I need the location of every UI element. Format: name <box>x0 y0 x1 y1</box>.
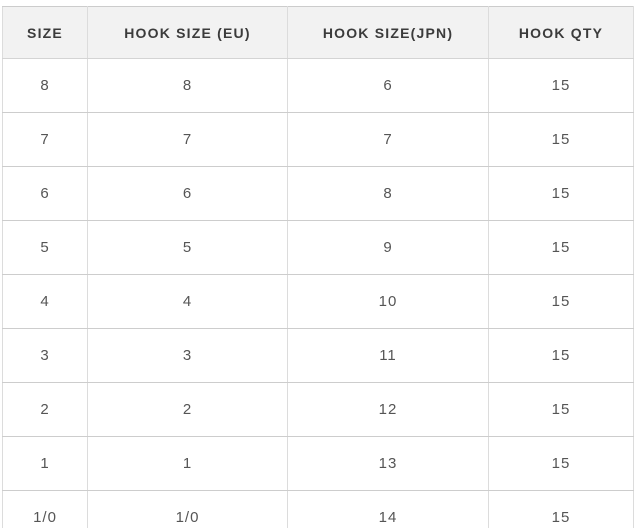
header-row: SIZE HOOK SIZE (EU) HOOK SIZE(JPN) HOOK QTY <box>2 6 634 59</box>
table-cell: 5 <box>87 220 288 275</box>
table-row: 2 2 12 15 <box>2 382 634 437</box>
table-row: 1/0 1/0 14 15 <box>2 490 634 528</box>
column-header-size: SIZE <box>2 6 88 59</box>
table-cell: 1 <box>2 436 88 491</box>
table-cell: 4 <box>2 274 88 329</box>
table-cell: 8 <box>87 58 288 113</box>
table-cell: 1/0 <box>87 490 288 528</box>
table-cell: 11 <box>287 328 489 383</box>
table-cell: 15 <box>488 328 634 383</box>
column-header-hook-size-eu: HOOK SIZE (EU) <box>87 6 288 59</box>
table-cell: 2 <box>2 382 88 437</box>
table-row: 1 1 13 15 <box>2 436 634 491</box>
table-cell: 15 <box>488 112 634 167</box>
table-cell: 9 <box>287 220 489 275</box>
table-cell: 1 <box>87 436 288 491</box>
table-cell: 5 <box>2 220 88 275</box>
table-cell: 15 <box>488 58 634 113</box>
table-cell: 7 <box>287 112 489 167</box>
table-row: 3 3 11 15 <box>2 328 634 383</box>
table-cell: 6 <box>2 166 88 221</box>
table-cell: 12 <box>287 382 489 437</box>
table-cell: 3 <box>87 328 288 383</box>
table-cell: 8 <box>287 166 489 221</box>
table-cell: 2 <box>87 382 288 437</box>
table-cell: 13 <box>287 436 489 491</box>
table-cell: 7 <box>2 112 88 167</box>
table-cell: 8 <box>2 58 88 113</box>
table-cell: 15 <box>488 220 634 275</box>
table-row: 7 7 7 15 <box>2 112 634 167</box>
table-cell: 15 <box>488 274 634 329</box>
table-cell: 10 <box>287 274 489 329</box>
hook-size-spec-table: SIZE HOOK SIZE (EU) HOOK SIZE(JPN) HOOK QTY… <box>2 6 634 528</box>
table-cell: 15 <box>488 436 634 491</box>
table-cell: 6 <box>87 166 288 221</box>
table-cell: 6 <box>287 58 489 113</box>
table-row: 8 8 6 15 <box>2 58 634 113</box>
table-row: 4 4 10 15 <box>2 274 634 329</box>
table-cell: 1/0 <box>2 490 88 528</box>
column-header-hook-qty: HOOK QTY <box>488 6 634 59</box>
table-cell: 7 <box>87 112 288 167</box>
table-cell: 15 <box>488 490 634 528</box>
column-header-hook-size-jpn: HOOK SIZE(JPN) <box>287 6 489 59</box>
table-cell: 14 <box>287 490 489 528</box>
table-cell: 4 <box>87 274 288 329</box>
table-cell: 3 <box>2 328 88 383</box>
table-row: 5 5 9 15 <box>2 220 634 275</box>
table-cell: 15 <box>488 166 634 221</box>
table-cell: 15 <box>488 382 634 437</box>
table-row: 6 6 8 15 <box>2 166 634 221</box>
